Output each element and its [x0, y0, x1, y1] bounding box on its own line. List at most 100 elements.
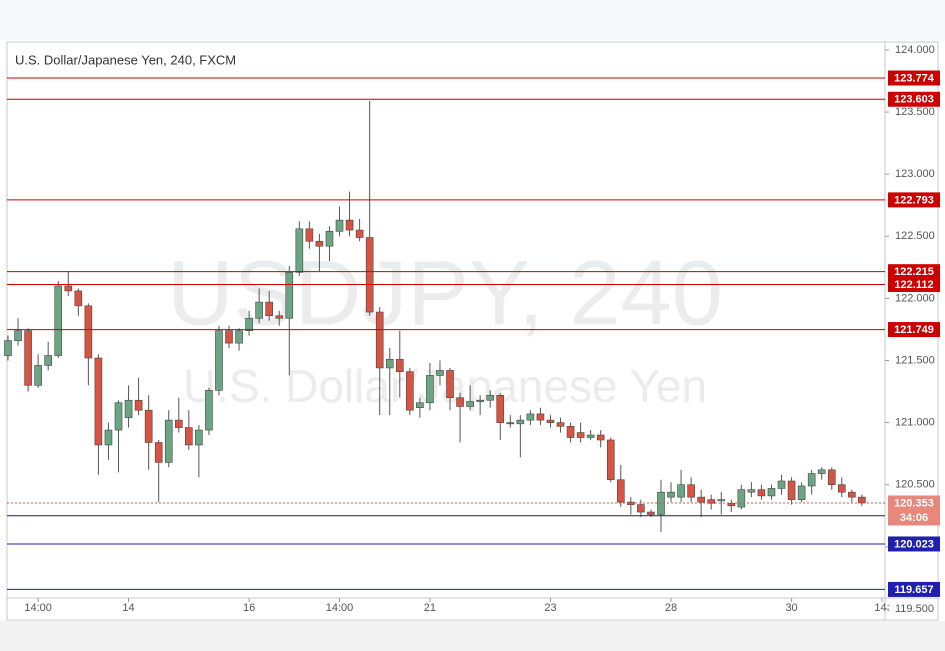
candle-body — [94, 357, 103, 446]
candle-body — [838, 484, 846, 493]
candle-body — [717, 499, 726, 502]
candle-body — [315, 240, 324, 247]
last-price-box — [888, 495, 940, 526]
candle-body — [285, 272, 294, 319]
candle-body — [164, 419, 173, 463]
candle-body — [516, 419, 525, 425]
x-tick-label: 30 — [785, 602, 797, 614]
y-tick-label: 122.500 — [895, 230, 935, 242]
candle-body — [395, 358, 404, 372]
candle-body — [114, 402, 123, 431]
candle-body — [777, 480, 786, 489]
candle-body — [255, 301, 263, 319]
x-tick-label: 14 — [122, 602, 134, 614]
x-tick-label: 16 — [243, 602, 255, 614]
y-tick-label: 120.500 — [895, 479, 935, 491]
candle-body — [104, 429, 113, 446]
level-label: 122.215 — [894, 266, 934, 278]
candle-body — [385, 358, 394, 369]
watermark: USDJPY, 240 — [167, 242, 723, 344]
level-label: 122.112 — [894, 279, 933, 291]
candle-body — [295, 228, 304, 273]
candle-body — [566, 426, 575, 438]
y-tick-label: 119.500 — [895, 603, 934, 615]
candle-body — [74, 290, 83, 307]
candle-body — [84, 305, 93, 359]
candle-body — [426, 375, 434, 404]
candle-body — [215, 330, 223, 391]
candle-body — [235, 330, 243, 344]
candle-body — [345, 219, 354, 231]
candle-body — [536, 413, 545, 421]
level-label-box — [888, 192, 940, 208]
candle-body — [325, 231, 334, 247]
candle-body — [44, 355, 52, 366]
candle-body — [375, 311, 384, 369]
candle-body — [406, 371, 414, 411]
level-label: 123.774 — [894, 72, 935, 84]
watermark-subtitle: U.S. Dollar/Japanese Yen — [183, 360, 707, 412]
candle-body — [797, 485, 806, 500]
candle-body — [436, 370, 444, 376]
last-price-label: 120.353 — [894, 497, 934, 509]
candle-body — [476, 399, 484, 402]
y-tick-label: 123.000 — [895, 168, 935, 180]
candle-body — [586, 434, 595, 438]
candle-body — [576, 432, 585, 438]
countdown: 34:06 — [900, 512, 928, 524]
x-tick-label: 14: — [874, 602, 889, 614]
level-label: 123.603 — [894, 94, 934, 106]
level-label-box — [888, 91, 940, 107]
candle-body — [195, 429, 203, 446]
chart-frame — [6, 41, 939, 621]
candle-body — [496, 394, 505, 423]
candle-body — [848, 491, 856, 498]
candle-body — [416, 402, 424, 408]
y-tick-label: 124.000 — [895, 44, 935, 56]
candle-body — [34, 365, 42, 386]
candle-body — [144, 409, 153, 443]
candle-body — [365, 237, 374, 313]
top-bar — [0, 0, 945, 40]
candle-body — [546, 419, 555, 423]
candle-body — [14, 330, 22, 341]
y-tick-label: 121.000 — [895, 417, 935, 429]
candle-body — [858, 496, 866, 504]
candle-body — [174, 419, 183, 428]
candle-body — [506, 422, 515, 425]
level-label: 122.793 — [894, 194, 934, 206]
x-tick-label: 14:00 — [326, 602, 354, 614]
level-label-box — [888, 322, 940, 338]
candle-body — [767, 488, 776, 497]
candle-body — [747, 489, 756, 493]
candle-body — [757, 489, 766, 497]
candle-body — [205, 390, 213, 431]
candle-body — [827, 469, 836, 486]
candle-body — [807, 473, 816, 487]
candle-body — [486, 394, 495, 401]
candle-body — [225, 330, 233, 344]
x-tick-label: 28 — [665, 602, 677, 614]
candle-body — [134, 399, 143, 411]
level-label-box — [888, 264, 940, 280]
x-tick-label: 21 — [424, 602, 436, 614]
candle-body — [616, 479, 625, 503]
candle-body — [64, 285, 73, 292]
candle-body — [687, 484, 695, 498]
candle-body — [667, 491, 675, 498]
candle-body — [466, 401, 474, 407]
candle-body — [456, 397, 464, 407]
candle-body — [245, 317, 253, 331]
candle-body — [596, 434, 605, 441]
candle-body — [54, 285, 63, 356]
candle-body — [265, 301, 273, 317]
chart-title: U.S. Dollar/Japanese Yen, 240, FXCM — [15, 52, 236, 67]
candle-body — [606, 439, 615, 481]
candle-body — [335, 219, 344, 232]
candle-body — [24, 330, 32, 386]
candle-body — [526, 413, 535, 421]
candle-body — [446, 370, 454, 399]
level-label: 120.023 — [894, 538, 934, 550]
